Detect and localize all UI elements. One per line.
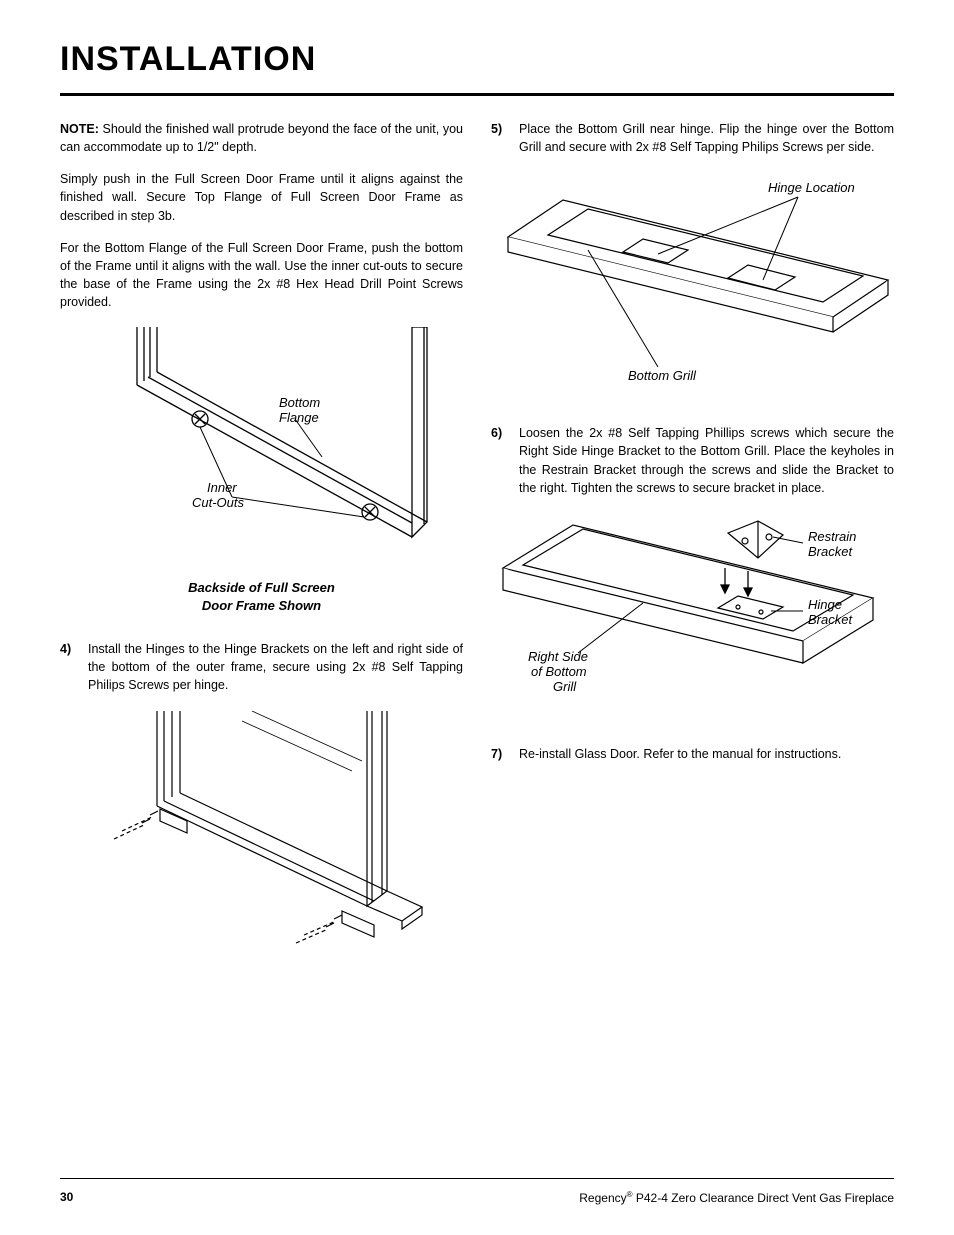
callout-right-side-2: of Bottom [531,664,587,679]
step-6-num: 6) [491,424,509,497]
page-footer: 30 Regency® P42-4 Zero Clearance Direct … [60,1190,894,1205]
left-column: NOTE: Should the finished wall protrude … [60,120,463,983]
step-7: 7) Re-install Glass Door. Refer to the m… [491,745,894,763]
figure-restrain-bracket: Restrain Bracket Hinge Bracket Right Sid… [493,513,893,723]
product-brand: Regency [579,1191,626,1205]
page-number: 30 [60,1190,73,1205]
figure1-caption-l2: Door Frame Shown [202,598,321,613]
note-body: Should the finished wall protrude beyond… [60,122,463,154]
callout-inner-cutouts-1: Inner [207,480,237,495]
step-4-body: Install the Hinges to the Hinge Brackets… [88,640,463,694]
figure-hinges [92,711,432,961]
step-4-num: 4) [60,640,78,694]
callout-restrain-2: Bracket [808,544,853,559]
step-6: 6) Loosen the 2x #8 Self Tapping Phillip… [491,424,894,497]
step-6-body: Loosen the 2x #8 Self Tapping Phillips s… [519,424,894,497]
figure-door-frame: Bottom Flange Inner Cut-Outs [82,327,442,557]
right-column: 5) Place the Bottom Grill near hinge. Fl… [491,120,894,983]
paragraph-2: Simply push in the Full Screen Door Fram… [60,170,463,224]
product-name: Regency® P42-4 Zero Clearance Direct Ven… [579,1190,894,1205]
callout-right-side-1: Right Side [528,649,588,664]
step-7-body: Re-install Glass Door. Refer to the manu… [519,745,894,763]
paragraph-3: For the Bottom Flange of the Full Screen… [60,239,463,312]
title-rule [60,93,894,96]
step-4: 4) Install the Hinges to the Hinge Brack… [60,640,463,694]
footer-rule [60,1178,894,1179]
callout-bottom-grill: Bottom Grill [628,368,697,383]
step-7-num: 7) [491,745,509,763]
callout-hinge-br-1: Hinge [808,597,842,612]
callout-hinge-location: Hinge Location [768,180,855,195]
callout-bottom-flange-1: Bottom [279,395,320,410]
figure1-caption-l1: Backside of Full Screen [188,580,335,595]
callout-hinge-br-2: Bracket [808,612,853,627]
page-title: INSTALLATION [60,40,894,79]
two-column-layout: NOTE: Should the finished wall protrude … [60,120,894,983]
callout-right-side-3: Grill [553,679,577,694]
callout-inner-cutouts-2: Cut-Outs [192,495,245,510]
callout-restrain-1: Restrain [808,529,856,544]
note-paragraph: NOTE: Should the finished wall protrude … [60,120,463,156]
product-suffix: P42-4 Zero Clearance Direct Vent Gas Fir… [633,1191,894,1205]
step-5: 5) Place the Bottom Grill near hinge. Fl… [491,120,894,156]
callout-bottom-flange-2: Flange [279,410,319,425]
step-5-body: Place the Bottom Grill near hinge. Flip … [519,120,894,156]
step-5-num: 5) [491,120,509,156]
note-label: NOTE: [60,122,99,136]
figure-bottom-grill: Hinge Location Bottom Grill [493,172,893,402]
figure1-caption: Backside of Full Screen Door Frame Shown [60,579,463,614]
